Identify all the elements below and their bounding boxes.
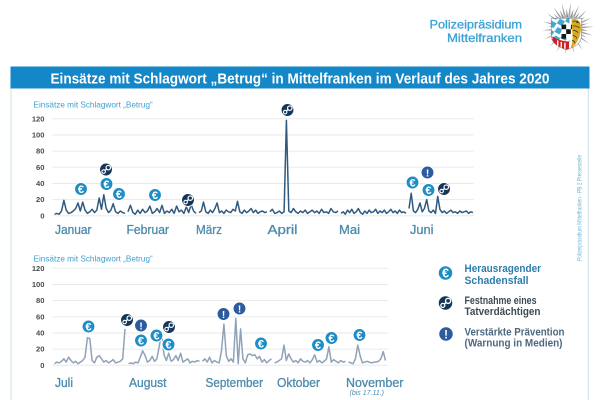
svg-text:Einsätze mit Schlagwort „Betru: Einsätze mit Schlagwort „Betrug“ in Mitt…: [51, 70, 550, 87]
svg-text:0: 0: [40, 361, 44, 370]
svg-text:0: 0: [40, 211, 44, 220]
svg-text:Herausragender: Herausragender: [465, 263, 542, 275]
svg-text:November: November: [346, 376, 403, 390]
svg-text:80: 80: [36, 147, 44, 156]
svg-text:60: 60: [36, 312, 44, 321]
svg-text:April: April: [268, 223, 298, 237]
svg-text:Polizeipräsidium: Polizeipräsidium: [430, 18, 523, 32]
svg-text:März: März: [196, 223, 222, 237]
svg-text:100: 100: [32, 131, 45, 140]
svg-text:20: 20: [36, 345, 44, 354]
svg-text:40: 40: [36, 329, 44, 338]
svg-text:Verstärkte Prävention: Verstärkte Prävention: [465, 326, 565, 338]
svg-text:September: September: [206, 376, 264, 390]
svg-text:Mai: Mai: [339, 223, 360, 237]
svg-text:Tatverdächtigen: Tatverdächtigen: [465, 306, 541, 318]
svg-text:Einsätze mit Schlagwort „Betru: Einsätze mit Schlagwort „Betrug“: [34, 254, 153, 263]
svg-text:Oktober: Oktober: [277, 376, 320, 390]
svg-text:Festnahme eines: Festnahme eines: [465, 295, 537, 307]
svg-text:120: 120: [32, 114, 45, 123]
svg-text:Einsätze mit Schlagwort „Betru: Einsätze mit Schlagwort „Betrug“: [34, 101, 153, 110]
svg-text:100: 100: [32, 280, 45, 289]
svg-text:120: 120: [32, 264, 45, 273]
svg-text:Januar: Januar: [55, 223, 92, 237]
svg-text:Polizeipräsidium Mittelfranken: Polizeipräsidium Mittelfranken - PB 2 Pr…: [578, 154, 584, 261]
svg-text:Juni: Juni: [410, 223, 434, 237]
svg-text:Juli: Juli: [55, 376, 73, 390]
svg-text:Februar: Februar: [127, 223, 170, 237]
svg-text:20: 20: [36, 195, 44, 204]
svg-text:August: August: [129, 376, 167, 390]
svg-text:(Warnung in Medien): (Warnung in Medien): [465, 338, 563, 350]
svg-text:(bis 17.11.): (bis 17.11.): [350, 390, 385, 397]
svg-text:60: 60: [36, 163, 44, 172]
svg-text:40: 40: [36, 179, 44, 188]
svg-text:80: 80: [36, 296, 44, 305]
svg-text:Schadensfall: Schadensfall: [465, 275, 529, 287]
svg-text:Mittelfranken: Mittelfranken: [447, 31, 522, 45]
